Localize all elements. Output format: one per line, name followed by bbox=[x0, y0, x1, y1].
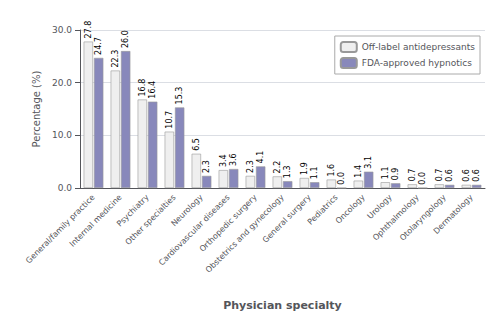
svg-text:0.0: 0.0 bbox=[337, 172, 346, 185]
svg-text:0.7: 0.7 bbox=[435, 169, 444, 182]
svg-text:0.6: 0.6 bbox=[462, 169, 471, 182]
svg-text:30.0: 30.0 bbox=[52, 25, 72, 35]
svg-text:Psychiatry: Psychiatry bbox=[115, 192, 151, 229]
svg-text:Neurology: Neurology bbox=[169, 192, 205, 229]
svg-text:16.4: 16.4 bbox=[148, 81, 157, 99]
svg-text:Other specialties: Other specialties bbox=[124, 193, 178, 247]
svg-text:Percentage (%): Percentage (%) bbox=[31, 71, 42, 148]
svg-text:Off-label antidepressants: Off-label antidepressants bbox=[362, 42, 476, 52]
svg-text:22.3: 22.3 bbox=[111, 50, 120, 68]
svg-text:0.6: 0.6 bbox=[445, 169, 454, 182]
svg-text:3.6: 3.6 bbox=[229, 153, 238, 166]
svg-text:15.3: 15.3 bbox=[175, 87, 184, 105]
svg-text:Urology: Urology bbox=[365, 192, 394, 221]
svg-text:1.6: 1.6 bbox=[327, 164, 336, 177]
svg-text:2.2: 2.2 bbox=[273, 161, 282, 174]
svg-text:27.8: 27.8 bbox=[84, 21, 93, 39]
svg-text:26.0: 26.0 bbox=[121, 30, 130, 48]
svg-text:1.3: 1.3 bbox=[283, 165, 292, 178]
svg-text:General/family practice: General/family practice bbox=[24, 192, 97, 266]
svg-text:10.7: 10.7 bbox=[165, 111, 174, 129]
svg-text:Dermatology: Dermatology bbox=[432, 193, 475, 236]
svg-text:General surgery: General surgery bbox=[261, 193, 313, 245]
svg-text:3.1: 3.1 bbox=[364, 156, 373, 169]
svg-text:10.0: 10.0 bbox=[52, 130, 72, 140]
svg-text:24.7: 24.7 bbox=[94, 37, 103, 55]
svg-text:0.9: 0.9 bbox=[391, 168, 400, 181]
svg-text:2.3: 2.3 bbox=[246, 160, 255, 173]
svg-text:1.1: 1.1 bbox=[310, 166, 319, 179]
svg-text:1.1: 1.1 bbox=[381, 166, 390, 179]
svg-text:4.1: 4.1 bbox=[256, 151, 265, 164]
svg-text:0.0: 0.0 bbox=[418, 172, 427, 185]
svg-text:Internal medicine: Internal medicine bbox=[67, 192, 124, 249]
svg-text:Physician specialty: Physician specialty bbox=[223, 299, 342, 312]
svg-text:0.0: 0.0 bbox=[58, 183, 73, 193]
svg-text:2.3: 2.3 bbox=[202, 160, 211, 173]
svg-text:Otolaryngology: Otolaryngology bbox=[398, 193, 448, 243]
svg-text:1.9: 1.9 bbox=[300, 162, 309, 175]
svg-text:Oncology: Oncology bbox=[334, 193, 367, 226]
svg-text:3.4: 3.4 bbox=[219, 154, 228, 167]
svg-text:16.8: 16.8 bbox=[138, 79, 147, 97]
svg-text:Ophthalmology: Ophthalmology bbox=[371, 193, 421, 243]
svg-text:0.6: 0.6 bbox=[472, 169, 481, 182]
svg-text:Orthopedic surgery: Orthopedic surgery bbox=[197, 192, 259, 254]
svg-text:0.7: 0.7 bbox=[408, 169, 417, 182]
svg-text:Obstetrics and gynecology: Obstetrics and gynecology bbox=[203, 192, 286, 275]
svg-text:6.5: 6.5 bbox=[192, 138, 201, 151]
svg-text:FDA-approved hypnotics: FDA-approved hypnotics bbox=[362, 58, 472, 68]
svg-text:1.4: 1.4 bbox=[354, 165, 363, 178]
svg-text:Pediatrics: Pediatrics bbox=[305, 192, 340, 227]
svg-text:Cardiovascular diseases: Cardiovascular diseases bbox=[157, 192, 232, 268]
svg-text:20.0: 20.0 bbox=[52, 78, 72, 88]
